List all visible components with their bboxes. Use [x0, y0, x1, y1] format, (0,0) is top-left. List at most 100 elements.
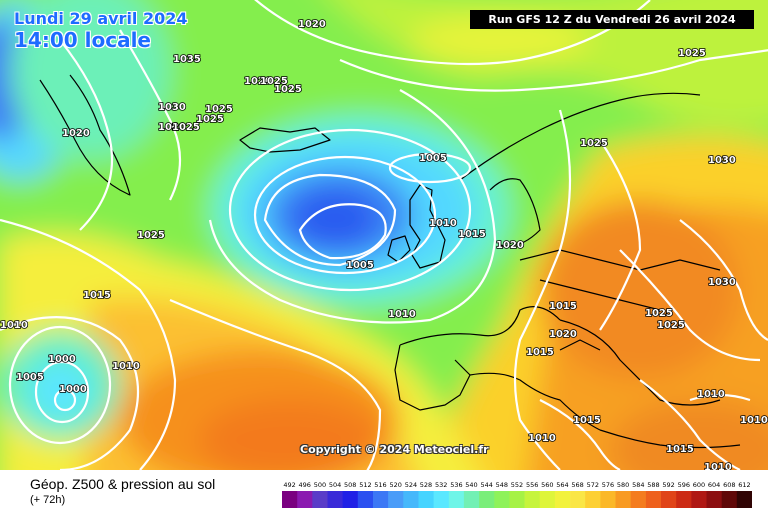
isobar-label: 1005 — [346, 260, 374, 271]
scale-swatch — [327, 491, 343, 508]
scale-swatch — [736, 491, 752, 508]
legend-subtitle: (+ 72h) — [30, 494, 66, 506]
scale-tick-label: 540 — [465, 481, 477, 489]
isobar-label: 1025 — [137, 230, 165, 241]
model-run-banner: Run GFS 12 Z du Vendredi 26 avril 2024 — [470, 10, 754, 29]
scale-tick-label: 592 — [662, 481, 674, 489]
scale-swatch — [403, 491, 419, 508]
scale-tick-label: 596 — [678, 481, 690, 489]
copyright-text: Copyright © 2024 Meteociel.fr — [300, 443, 489, 456]
scale-tick-label: 500 — [314, 481, 326, 489]
isobar-label: 1000 — [59, 384, 87, 395]
forecast-header: Lundi 29 avril 2024 14:00 locale — [14, 9, 188, 53]
isobar-label: 1010 — [0, 320, 28, 331]
isobar-label: 1010 — [429, 218, 457, 229]
scale-swatch — [691, 491, 707, 508]
scale-swatch — [554, 491, 571, 508]
isobar-label: 1020 — [62, 128, 90, 139]
scale-tick-label: 528 — [420, 481, 432, 489]
isobar-label: 1025 — [580, 138, 608, 149]
scale-tick-label: 604 — [708, 481, 720, 489]
isobar-lines — [0, 0, 768, 470]
scale-swatch — [357, 491, 374, 508]
isobar-label: 1025 — [260, 76, 288, 87]
scale-tick-label: 516 — [374, 481, 386, 489]
coastlines — [39, 74, 741, 449]
scale-swatch — [524, 491, 541, 508]
isobar-label: 1015 — [83, 290, 111, 301]
scale-swatch — [448, 491, 465, 508]
scale-swatch — [418, 491, 434, 508]
isobar-label: 1025 — [657, 320, 685, 331]
scale-swatch — [706, 491, 722, 508]
scale-swatch — [570, 491, 586, 508]
scale-swatch — [509, 491, 525, 508]
scale-tick-label: 548 — [496, 481, 508, 489]
scale-tick-label: 512 — [359, 481, 371, 489]
isobar-label: 1030 — [708, 155, 736, 166]
isobar-label: 1005 — [16, 372, 44, 383]
isobar-label: 1020 — [244, 76, 272, 87]
scale-tick-label: 580 — [617, 481, 629, 489]
isobar-label: 1015 — [526, 347, 554, 358]
scale-tick-label: 552 — [511, 481, 523, 489]
scale-tick-label: 608 — [723, 481, 735, 489]
isobar-label: 1025 — [196, 114, 224, 125]
scale-tick-label: 504 — [329, 481, 341, 489]
isobar-label: 1000 — [48, 354, 76, 365]
scale-swatch — [282, 491, 298, 508]
scale-tick-label: 612 — [738, 481, 750, 489]
scale-tick-label: 544 — [480, 481, 492, 489]
color-scale: 492 496 500 504 508 512 516 520 524 528 532 536 540 5… — [282, 481, 752, 508]
scale-swatch — [388, 491, 404, 508]
weather-map: 1020 1035 1025 1020 1030 1025 1025 1025 … — [0, 0, 768, 470]
isobar-label: 1015 — [666, 444, 694, 455]
scale-tick-label: 600 — [693, 481, 705, 489]
scale-swatch — [479, 491, 495, 508]
scale-tick-label: 556 — [526, 481, 538, 489]
scale-swatch — [312, 491, 328, 508]
isobar-label: 1020 — [549, 329, 577, 340]
isobar-label: 1010 — [740, 415, 768, 426]
scale-swatch — [721, 491, 738, 508]
scale-tick-label: 536 — [450, 481, 462, 489]
isobar-label: 1025 — [678, 48, 706, 59]
scale-tick-label: 492 — [283, 481, 295, 489]
scale-tick-label: 572 — [587, 481, 599, 489]
isobar-label: 1025 — [645, 308, 673, 319]
isobar-label: 1025 — [172, 122, 200, 133]
scale-tick-label: 560 — [541, 481, 553, 489]
scale-swatch — [297, 491, 313, 508]
scale-tick-label: 520 — [389, 481, 401, 489]
scale-swatch — [494, 491, 510, 508]
isobar-label: 1015 — [458, 229, 486, 240]
isobar-label: 1030 — [708, 277, 736, 288]
isobar-label: 1025 — [205, 104, 233, 115]
isobar-label: 1020 — [496, 240, 524, 251]
scale-swatch — [661, 491, 677, 508]
isobar-label: 1010 — [704, 462, 732, 470]
scale-tick-label: 496 — [298, 481, 310, 489]
scale-swatch — [539, 491, 556, 508]
scale-swatch — [630, 491, 647, 508]
forecast-date: Lundi 29 avril 2024 — [14, 9, 188, 28]
scale-tick-label: 564 — [556, 481, 568, 489]
scale-swatch — [585, 491, 601, 508]
isobar-label: 1005 — [419, 153, 447, 164]
isobar-label: 1035 — [173, 54, 201, 65]
scale-tick-label: 568 — [571, 481, 583, 489]
scale-swatch — [600, 491, 616, 508]
scale-tick-label: 532 — [435, 481, 447, 489]
isobar-labels: 1020 1035 1025 1020 1030 1025 1025 1025 … — [0, 18, 768, 470]
isobar-label: 1015 — [573, 415, 601, 426]
scale-swatch — [433, 491, 450, 508]
scale-swatch — [645, 491, 662, 508]
isobar-label: 1010 — [388, 309, 416, 320]
isobar-label: 1010 — [112, 361, 140, 372]
isobar-label: 1015 — [549, 301, 577, 312]
scale-tick-label: 576 — [602, 481, 614, 489]
isobar-label: 1020 — [158, 122, 186, 133]
isobar-label: 1010 — [528, 433, 556, 444]
scale-tick-label: 524 — [405, 481, 417, 489]
scale-tick-label: 588 — [647, 481, 659, 489]
